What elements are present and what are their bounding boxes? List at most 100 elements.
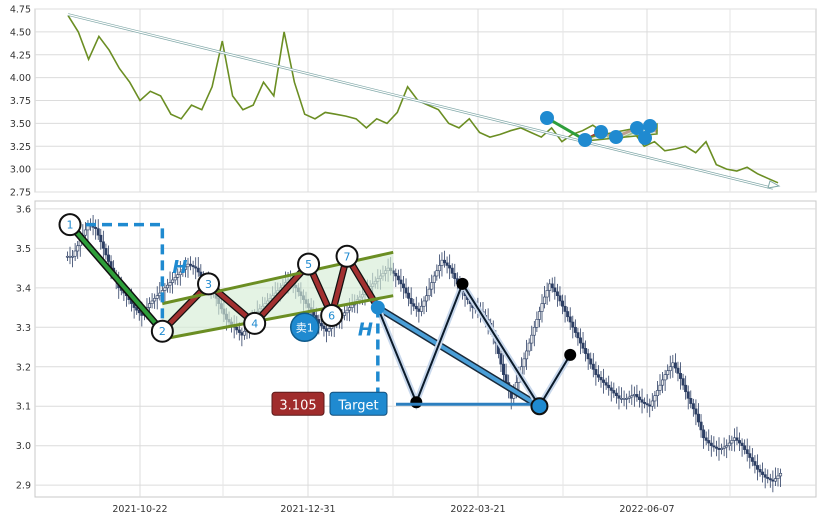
pattern-channel-lower: [162, 294, 394, 341]
candle-body: [627, 396, 631, 399]
candle-body: [527, 342, 531, 352]
pattern-point-marker: [197, 272, 221, 296]
overview-trend-arrow-inner: [67, 13, 774, 189]
candle-body: [450, 267, 454, 274]
candle-body: [722, 446, 726, 449]
candle-body: [414, 305, 418, 310]
candle-body: [532, 326, 536, 336]
candle-body: [640, 399, 644, 403]
candle-body: [407, 292, 411, 299]
target-label-text: Target: [337, 398, 378, 413]
candle-body: [573, 326, 577, 333]
pattern-point-label: 6: [328, 309, 335, 322]
main-ytick-label: 3.5: [16, 244, 31, 255]
candle-body: [622, 398, 626, 400]
candle-body: [771, 479, 775, 482]
candle-body: [412, 303, 416, 307]
candle-body: [738, 440, 742, 444]
candle-body: [625, 398, 629, 400]
candle-body: [779, 473, 783, 477]
candle-body: [776, 475, 780, 479]
candle-body: [658, 384, 662, 391]
candle-body: [425, 295, 429, 302]
candle-body: [350, 304, 354, 308]
candle-body: [540, 303, 544, 312]
candle-body: [653, 395, 657, 402]
candle-body: [153, 298, 157, 302]
candle-body: [558, 295, 562, 302]
candle-body: [594, 369, 598, 375]
candle-body: [602, 379, 606, 383]
candle-body: [437, 265, 441, 272]
candle-body: [502, 363, 506, 375]
main-ytick-label: 3.2: [16, 362, 31, 373]
candle-body: [712, 445, 716, 448]
candle-body: [106, 254, 110, 262]
overview-pattern-marker: [630, 121, 644, 135]
overview-ytick-label: 4.00: [10, 73, 31, 84]
zigzag-pivot-dot: [564, 348, 577, 361]
overview-trend-arrowhead: [767, 180, 781, 189]
candle-body: [545, 290, 549, 298]
candle-body: [586, 353, 590, 360]
candle-body: [432, 275, 436, 283]
candle-body: [620, 398, 624, 400]
height-label-2: H: [358, 320, 373, 341]
pattern-target-leg: [376, 305, 541, 408]
candle-body: [768, 478, 772, 481]
candle-body: [591, 363, 595, 370]
candle-body: [673, 362, 677, 369]
pattern-point-marker: [335, 244, 359, 268]
candle-body: [530, 334, 534, 344]
candle-body: [750, 457, 754, 462]
candle-body: [394, 273, 398, 277]
pattern-point-label: 4: [251, 317, 258, 330]
candle-body: [571, 321, 575, 328]
candle-body: [422, 300, 426, 307]
candle-body: [568, 316, 572, 323]
candle-body: [589, 358, 593, 365]
candle-body: [650, 400, 654, 407]
candle-body: [635, 394, 639, 398]
candle-body: [563, 305, 567, 312]
candle-body: [686, 391, 690, 399]
overview-pattern-marker: [578, 133, 592, 147]
candle-body: [440, 259, 444, 266]
candle-body: [637, 396, 641, 400]
candle-body: [553, 287, 557, 293]
candle-body: [196, 267, 200, 273]
candle-body: [725, 445, 729, 448]
candle-body: [753, 461, 757, 466]
candle-body: [648, 404, 652, 407]
candle-body: [101, 241, 105, 249]
candle-body: [694, 408, 698, 415]
pattern-point-label: 1: [67, 219, 74, 232]
candle-body: [71, 255, 75, 258]
candle-body: [632, 394, 636, 397]
candle-body: [150, 300, 154, 304]
candle-body: [707, 440, 711, 444]
pattern-point-marker: [297, 252, 321, 276]
candle-body: [76, 245, 80, 252]
candle-body: [612, 390, 616, 394]
overview-ytick-label: 3.00: [10, 165, 31, 176]
candle-body: [401, 283, 405, 289]
candle-body: [689, 398, 693, 404]
candle-body: [758, 469, 762, 473]
candle-body: [537, 311, 541, 320]
candle-body: [730, 440, 734, 444]
candle-body: [137, 309, 141, 314]
candle-body: [681, 378, 685, 386]
overview-ytick-label: 3.25: [10, 142, 31, 153]
candle-body: [104, 248, 108, 256]
candle-body: [409, 298, 413, 304]
candle-body: [584, 348, 588, 354]
candle-body: [194, 266, 198, 269]
candle-body: [599, 376, 603, 381]
candle-body: [699, 421, 703, 431]
candle-body: [543, 296, 547, 304]
candle-body: [535, 319, 539, 328]
pattern-point-marker: [58, 213, 82, 237]
pattern-point-marker: [150, 319, 174, 343]
candle-body: [735, 437, 739, 441]
